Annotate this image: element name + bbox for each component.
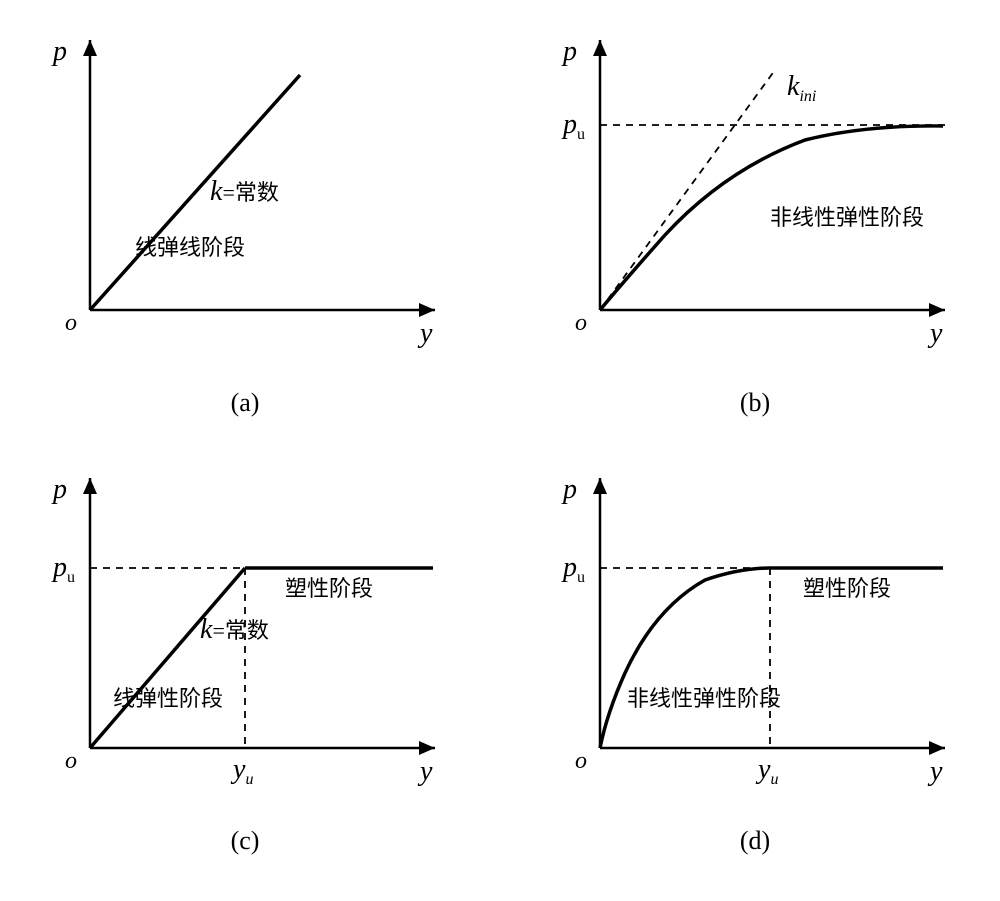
plot-b: p y o pu kini 非线性弹性阶段 (545, 20, 965, 360)
x-arrow (419, 741, 435, 755)
plot-c: p y o pu yu k=常数 线弹性阶段 塑性阶段 (35, 458, 455, 798)
phase-label-b: 非线性弹性阶段 (770, 205, 924, 230)
plot-d: p y o pu yu 非线性弹性阶段 塑性阶段 (545, 458, 965, 798)
panel-grid: p y o k=常数 线弹线阶段 (a) (20, 20, 980, 856)
svg-a: p y o k=常数 线弹线阶段 (35, 20, 455, 360)
origin-label: o (65, 310, 77, 336)
k-ini-label: kini (787, 71, 816, 105)
k-label-a: k=常数 (210, 176, 279, 207)
svg-b: p y o pu kini 非线性弹性阶段 (545, 20, 965, 360)
x-axis-label: y (927, 756, 943, 787)
y-axis-label: p (561, 36, 577, 67)
axes-a (83, 40, 435, 317)
axes-b (593, 40, 945, 317)
curve-linear-c (90, 568, 245, 748)
origin-label: o (575, 748, 587, 774)
pu-label-d: pu (561, 552, 585, 586)
panel-a: p y o k=常数 线弹线阶段 (a) (20, 20, 470, 418)
origin-label: o (65, 748, 77, 774)
x-arrow (419, 303, 435, 317)
k-label-c: k=常数 (200, 614, 269, 645)
elastic-label-d: 非线性弹性阶段 (627, 686, 781, 711)
panel-b: p y o pu kini 非线性弹性阶段 (b) (530, 20, 980, 418)
y-axis-label: p (561, 474, 577, 505)
pu-label-b: pu (561, 109, 585, 143)
plot-a: p y o k=常数 线弹线阶段 (35, 20, 455, 360)
x-axis-label: y (417, 318, 433, 349)
x-axis-label: y (417, 756, 433, 787)
curve-nonlinear-d (600, 568, 770, 748)
axes-d (593, 478, 945, 755)
yu-label-d: yu (755, 754, 778, 788)
caption-a: (a) (231, 388, 260, 418)
svg-d: p y o pu yu 非线性弹性阶段 塑性阶段 (545, 458, 965, 798)
origin-label: o (575, 310, 587, 336)
phase-label-a: 线弹线阶段 (135, 235, 245, 260)
panel-d: p y o pu yu 非线性弹性阶段 塑性阶段 (d) (530, 458, 980, 856)
k-ini-line (600, 70, 775, 310)
y-axis-label: p (51, 474, 67, 505)
svg-c: p y o pu yu k=常数 线弹性阶段 塑性阶段 (35, 458, 455, 798)
yu-label-c: yu (230, 754, 253, 788)
pu-label-c: pu (51, 552, 75, 586)
y-arrow (593, 478, 607, 494)
x-arrow (929, 303, 945, 317)
panel-c: p y o pu yu k=常数 线弹性阶段 塑性阶段 (c) (20, 458, 470, 856)
axes-c (83, 478, 435, 755)
plastic-label-d: 塑性阶段 (803, 576, 891, 601)
y-arrow (83, 40, 97, 56)
y-arrow (83, 478, 97, 494)
y-axis-label: p (51, 36, 67, 67)
caption-d: (d) (740, 826, 770, 856)
x-axis-label: y (927, 318, 943, 349)
caption-b: (b) (740, 388, 770, 418)
y-arrow (593, 40, 607, 56)
caption-c: (c) (231, 826, 260, 856)
elastic-label-c: 线弹性阶段 (113, 686, 223, 711)
plastic-label-c: 塑性阶段 (285, 576, 373, 601)
x-arrow (929, 741, 945, 755)
